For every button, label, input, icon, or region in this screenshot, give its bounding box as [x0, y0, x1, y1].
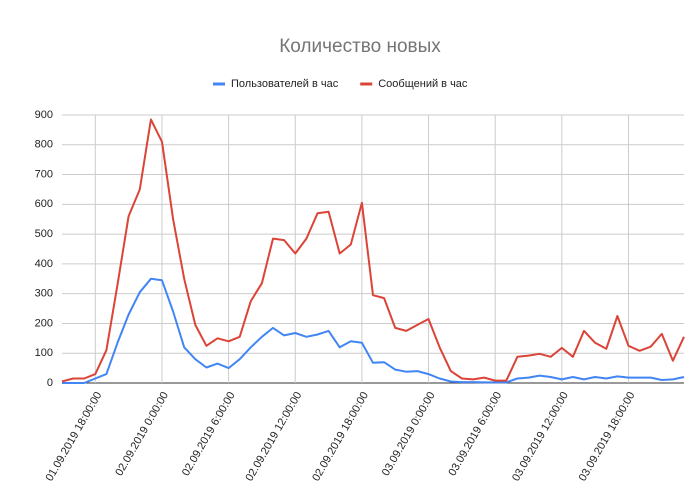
legend-label: Пользователей в час [231, 78, 339, 90]
y-tick-label: 300 [35, 288, 53, 300]
y-tick-label: 700 [35, 168, 53, 180]
y-tick-label: 500 [35, 228, 53, 240]
x-tick-label: 03.09.2019 0:00:00 [380, 390, 438, 478]
x-tick-label: 02.09.2019 0:00:00 [113, 390, 171, 478]
x-tick-label: 02.09.2019 6:00:00 [180, 390, 238, 478]
x-tick-label: 03.09.2019 6:00:00 [446, 390, 504, 478]
y-tick-label: 600 [35, 198, 53, 210]
chart-title: Количество новых [279, 36, 441, 57]
y-tick-label: 400 [35, 258, 53, 270]
x-tick-label: 02.09.2019 18:00:00 [310, 390, 371, 483]
y-tick-label: 800 [35, 139, 53, 151]
x-tick-label: 03.09.2019 18:00:00 [577, 390, 638, 483]
legend-label: Сообщений в час [378, 78, 468, 90]
x-tick-label: 02.09.2019 12:00:00 [244, 390, 305, 483]
series-line [61, 118, 685, 383]
x-tick-label: 01.09.2019 18:00:00 [44, 390, 105, 483]
y-tick-label: 900 [35, 109, 53, 121]
y-tick-label: 100 [35, 347, 53, 359]
x-tick-label: 03.09.2019 12:00:00 [510, 390, 571, 483]
series-line [62, 277, 685, 384]
y-tick-label: 200 [35, 317, 53, 329]
y-tick-label: 0 [47, 377, 53, 389]
